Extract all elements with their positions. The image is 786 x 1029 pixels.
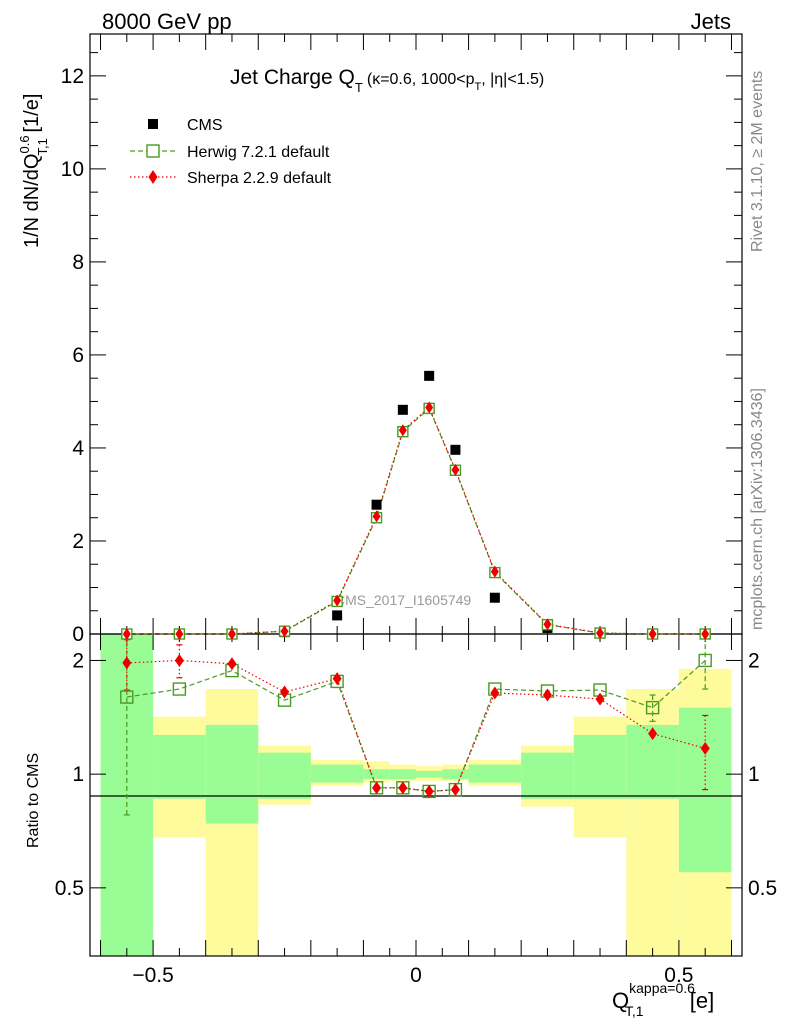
- y-tick-label: 8: [72, 251, 84, 274]
- side-text-bottom: mcplots.cern.ch [arXiv:1306.3436]: [749, 388, 766, 630]
- sherpa-point: [333, 594, 342, 607]
- chart-title: Jet Charge QT (κ=0.6, 1000<pT, |η|<1.5): [230, 66, 544, 95]
- y-tick-label: 12: [61, 65, 84, 88]
- sherpa-point: [490, 565, 499, 578]
- herwig-ratio-point: [172, 682, 187, 696]
- sherpa-ratio-point: [372, 781, 382, 795]
- sherpa-ratio-point: [595, 692, 605, 706]
- sherpa-ratio-point: [280, 685, 290, 699]
- title-main-sub: T: [355, 80, 363, 95]
- analysis-watermark: CMS_2017_I1605749: [335, 592, 471, 608]
- sherpa-point: [648, 628, 657, 640]
- x-tick-label: −0.5: [132, 964, 173, 987]
- x-label-a: Q: [612, 988, 629, 1013]
- x-label-sub: T,1: [625, 1003, 644, 1019]
- legend-marker-sherpa: [148, 170, 158, 184]
- sherpa-point: [280, 625, 289, 638]
- stat-uncertainty-band: [573, 734, 627, 799]
- legend-marker-cms: [148, 119, 158, 129]
- x-label-sup: kappa=0.6: [629, 980, 695, 996]
- y-tick-label: 4: [72, 437, 84, 460]
- herwig-ratio-point: [645, 700, 660, 715]
- stat-uncertainty-band: [468, 764, 522, 783]
- title-detail-sub: T: [475, 81, 482, 93]
- cms-data-point: [424, 370, 435, 381]
- y-axis-label: 1/N dN/dQ0.6 T,1 [1/e]: [17, 94, 50, 248]
- x-axis-label: Qkappa=0.6 T,1 [e]: [612, 980, 714, 1019]
- cms-data-point: [397, 404, 408, 415]
- y-tick-label: 0: [72, 623, 84, 646]
- stat-uncertainty-band: [153, 734, 206, 799]
- sherpa-point: [227, 628, 236, 640]
- legend-label-cms: CMS: [187, 117, 223, 134]
- sherpa-ratio-point: [490, 686, 500, 700]
- ratio-tick-label-right: 0.5: [748, 877, 777, 900]
- series-line-2: [126, 406, 706, 635]
- y-label-sub: T,1: [35, 138, 50, 155]
- ratio-y-axis-label: Ratio to CMS: [25, 753, 42, 848]
- sherpa-ratio-point: [648, 727, 658, 741]
- cms-data-point: [332, 610, 343, 621]
- sherpa-ratio-point: [542, 688, 552, 702]
- stat-uncertainty-band: [363, 769, 390, 780]
- sherpa-ratio-point: [398, 781, 408, 795]
- y-tick-label: 2: [72, 530, 84, 553]
- stat-uncertainty-band: [389, 769, 416, 780]
- sherpa-point: [596, 627, 605, 640]
- sherpa-ratio-point: [450, 783, 460, 797]
- ratio-tick-label-right: 2: [748, 649, 760, 672]
- sherpa-point: [175, 628, 184, 640]
- herwig-ratio-point: [120, 690, 134, 704]
- legend-label-herwig: Herwig 7.2.1 default: [187, 144, 330, 161]
- header-left: 8000 GeV pp: [102, 9, 232, 34]
- sherpa-ratio-point: [122, 656, 132, 670]
- sherpa-point: [425, 401, 434, 414]
- x-label-b: [e]: [684, 988, 715, 1013]
- title-detail-b: , |η|<1.5): [481, 71, 544, 88]
- ratio-tick-label: 0.5: [55, 877, 84, 900]
- y-label-b: [1/e]: [21, 94, 43, 138]
- stat-uncertainty-band: [258, 752, 311, 799]
- header-right: Jets: [691, 9, 731, 34]
- sherpa-ratio-point: [424, 784, 434, 798]
- sherpa-point: [372, 510, 381, 523]
- stat-uncertainty-band: [205, 724, 259, 824]
- legend: CMS Herwig 7.2.1 default Sherpa 2.2.9 de…: [130, 117, 332, 187]
- ratio-tick-label: 1: [72, 763, 84, 786]
- legend-marker-herwig: [146, 144, 160, 158]
- x-tick-label: 0: [410, 964, 422, 987]
- sherpa-point: [451, 463, 460, 476]
- cms-data-point: [489, 592, 500, 603]
- cms-data-point: [371, 499, 382, 510]
- cms-data-point: [450, 444, 461, 455]
- data-series: [120, 370, 712, 816]
- stat-uncertainty-band: [416, 770, 443, 778]
- sherpa-ratio-point: [174, 653, 184, 667]
- y-label-a: 1/N dN/dQ: [21, 154, 43, 248]
- y-tick-label: 10: [61, 158, 84, 181]
- title-detail-a: (κ=0.6, 1000<p: [367, 71, 475, 88]
- y-label-sup: 0.6: [17, 135, 32, 153]
- sherpa-point: [701, 628, 710, 640]
- sherpa-point: [543, 618, 552, 631]
- ratio-tick-label-right: 1: [748, 763, 760, 786]
- sherpa-point: [398, 424, 407, 437]
- stat-uncertainty-band: [310, 764, 364, 783]
- sherpa-ratio-point: [227, 657, 237, 671]
- stat-uncertainty-band: [521, 752, 574, 799]
- side-text-top: Rivet 3.1.10, ≥ 2M events: [749, 71, 766, 252]
- herwig-ratio-point: [698, 653, 712, 668]
- ratio-tick-label: 2: [72, 649, 84, 672]
- title-main: Jet Charge Q: [230, 66, 355, 89]
- sherpa-point: [122, 628, 131, 640]
- sherpa-ratio-point: [700, 741, 710, 755]
- stat-uncertainty-band: [442, 769, 469, 780]
- legend-label-sherpa: Sherpa 2.2.9 default: [187, 170, 332, 187]
- x-tick-label: 0.5: [664, 964, 693, 987]
- sherpa-ratio-point: [332, 672, 342, 686]
- ratio-line-1: [126, 660, 706, 793]
- ratio-uncertainty-bands: [100, 634, 732, 956]
- y-tick-label: 6: [72, 344, 84, 367]
